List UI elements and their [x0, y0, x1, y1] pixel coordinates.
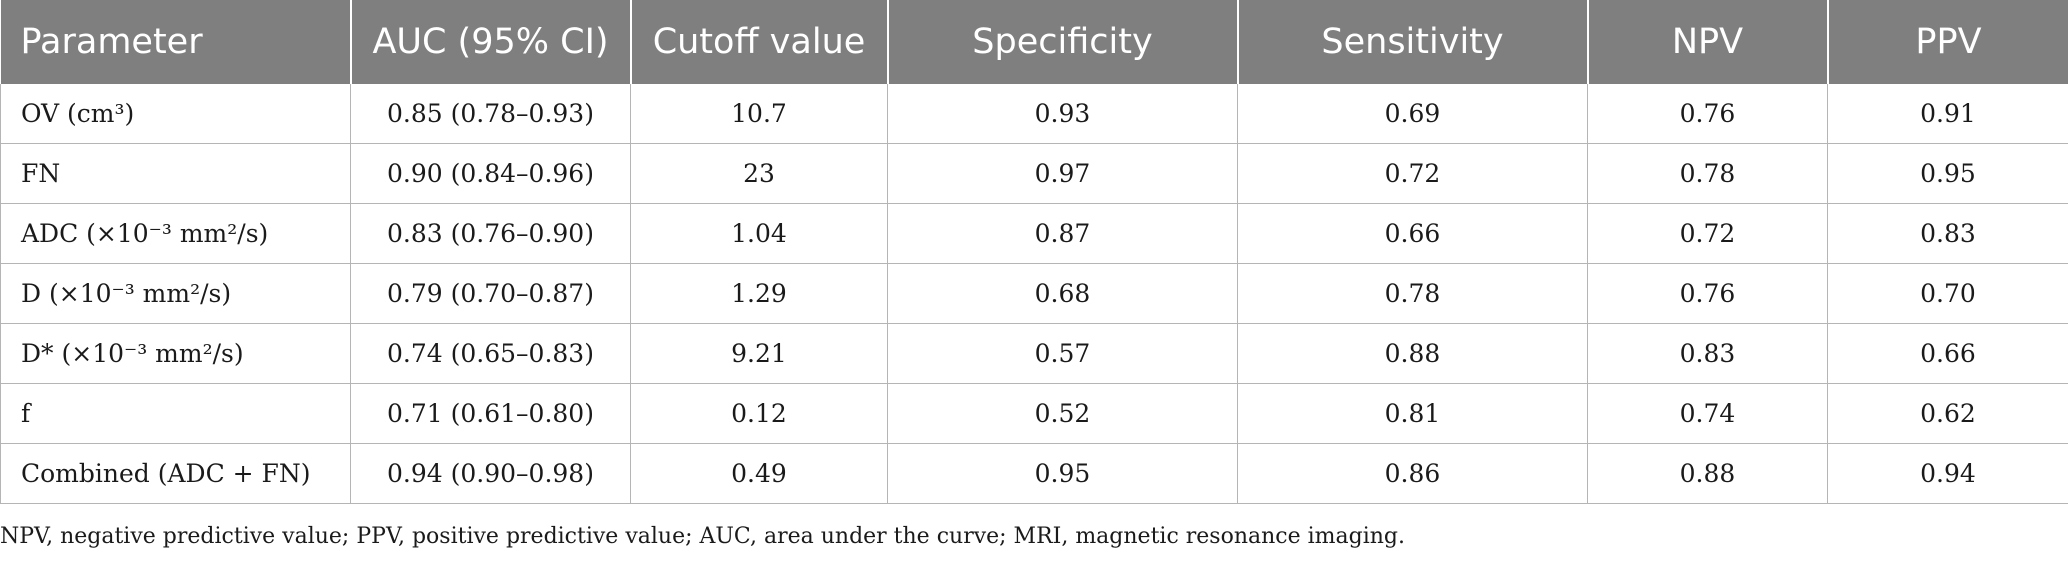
cell-cutoff: 0.49 [630, 443, 888, 504]
cell-ppv: 0.91 [1827, 84, 2068, 144]
cell-auc: 0.79 (0.70–0.87) [350, 263, 631, 324]
cell-cutoff: 9.21 [630, 323, 888, 384]
cell-parameter: D* (×10⁻³ mm²/s) [0, 323, 351, 384]
cell-ppv: 0.66 [1827, 323, 2068, 384]
table-body: OV (cm³) 0.85 (0.78–0.93) 10.7 0.93 0.69… [0, 84, 2068, 504]
cell-auc: 0.71 (0.61–0.80) [350, 383, 631, 444]
header-sensitivity: Sensitivity [1237, 0, 1589, 84]
table-row: FN 0.90 (0.84–0.96) 23 0.97 0.72 0.78 0.… [0, 143, 2068, 204]
header-cutoff: Cutoff value [630, 0, 889, 84]
cell-ppv: 0.83 [1827, 203, 2068, 264]
table-row: D (×10⁻³ mm²/s) 0.79 (0.70–0.87) 1.29 0.… [0, 263, 2068, 324]
cell-sensitivity: 0.88 [1237, 323, 1588, 384]
header-npv: NPV [1587, 0, 1829, 84]
table-row: ADC (×10⁻³ mm²/s) 0.83 (0.76–0.90) 1.04 … [0, 203, 2068, 264]
cell-specificity: 0.57 [887, 323, 1238, 384]
header-ppv: PPV [1827, 0, 2068, 84]
table-footnote: NPV, negative predictive value; PPV, pos… [0, 524, 1406, 549]
header-row: Parameter AUC (95% CI) Cutoff value Spec… [0, 0, 2068, 84]
cell-cutoff: 10.7 [630, 84, 888, 144]
table-row: Combined (ADC + FN) 0.94 (0.90–0.98) 0.4… [0, 443, 2068, 504]
cell-specificity: 0.68 [887, 263, 1238, 324]
cell-parameter: Combined (ADC + FN) [0, 443, 351, 504]
header-parameter: Parameter [0, 0, 352, 84]
cell-cutoff: 0.12 [630, 383, 888, 444]
cell-parameter: OV (cm³) [0, 84, 351, 144]
cell-cutoff: 1.29 [630, 263, 888, 324]
cell-specificity: 0.93 [887, 84, 1238, 144]
table-row: OV (cm³) 0.85 (0.78–0.93) 10.7 0.93 0.69… [0, 84, 2068, 144]
cell-npv: 0.76 [1587, 84, 1828, 144]
cell-sensitivity: 0.86 [1237, 443, 1588, 504]
table-row: f 0.71 (0.61–0.80) 0.12 0.52 0.81 0.74 0… [0, 383, 2068, 444]
cell-npv: 0.74 [1587, 383, 1828, 444]
cell-sensitivity: 0.81 [1237, 383, 1588, 444]
cell-parameter: f [0, 383, 351, 444]
cell-cutoff: 23 [630, 143, 888, 204]
cell-npv: 0.72 [1587, 203, 1828, 264]
cell-npv: 0.76 [1587, 263, 1828, 324]
cell-specificity: 0.87 [887, 203, 1238, 264]
cell-auc: 0.85 (0.78–0.93) [350, 84, 631, 144]
cell-npv: 0.78 [1587, 143, 1828, 204]
table-row: D* (×10⁻³ mm²/s) 0.74 (0.65–0.83) 9.21 0… [0, 323, 2068, 384]
results-table-container: Parameter AUC (95% CI) Cutoff value Spec… [0, 0, 2068, 504]
cell-sensitivity: 0.78 [1237, 263, 1588, 324]
cell-parameter: FN [0, 143, 351, 204]
cell-specificity: 0.52 [887, 383, 1238, 444]
cell-ppv: 0.95 [1827, 143, 2068, 204]
cell-sensitivity: 0.66 [1237, 203, 1588, 264]
cell-parameter: D (×10⁻³ mm²/s) [0, 263, 351, 324]
header-auc: AUC (95% CI) [350, 0, 632, 84]
cell-auc: 0.74 (0.65–0.83) [350, 323, 631, 384]
results-table: Parameter AUC (95% CI) Cutoff value Spec… [0, 0, 2068, 504]
cell-specificity: 0.95 [887, 443, 1238, 504]
cell-npv: 0.88 [1587, 443, 1828, 504]
cell-sensitivity: 0.72 [1237, 143, 1588, 204]
table-header: Parameter AUC (95% CI) Cutoff value Spec… [0, 0, 2068, 84]
cell-ppv: 0.62 [1827, 383, 2068, 444]
cell-auc: 0.90 (0.84–0.96) [350, 143, 631, 204]
cell-ppv: 0.70 [1827, 263, 2068, 324]
cell-cutoff: 1.04 [630, 203, 888, 264]
cell-sensitivity: 0.69 [1237, 84, 1588, 144]
cell-auc: 0.94 (0.90–0.98) [350, 443, 631, 504]
header-specificity: Specificity [887, 0, 1239, 84]
cell-npv: 0.83 [1587, 323, 1828, 384]
cell-parameter: ADC (×10⁻³ mm²/s) [0, 203, 351, 264]
cell-auc: 0.83 (0.76–0.90) [350, 203, 631, 264]
cell-specificity: 0.97 [887, 143, 1238, 204]
cell-ppv: 0.94 [1827, 443, 2068, 504]
